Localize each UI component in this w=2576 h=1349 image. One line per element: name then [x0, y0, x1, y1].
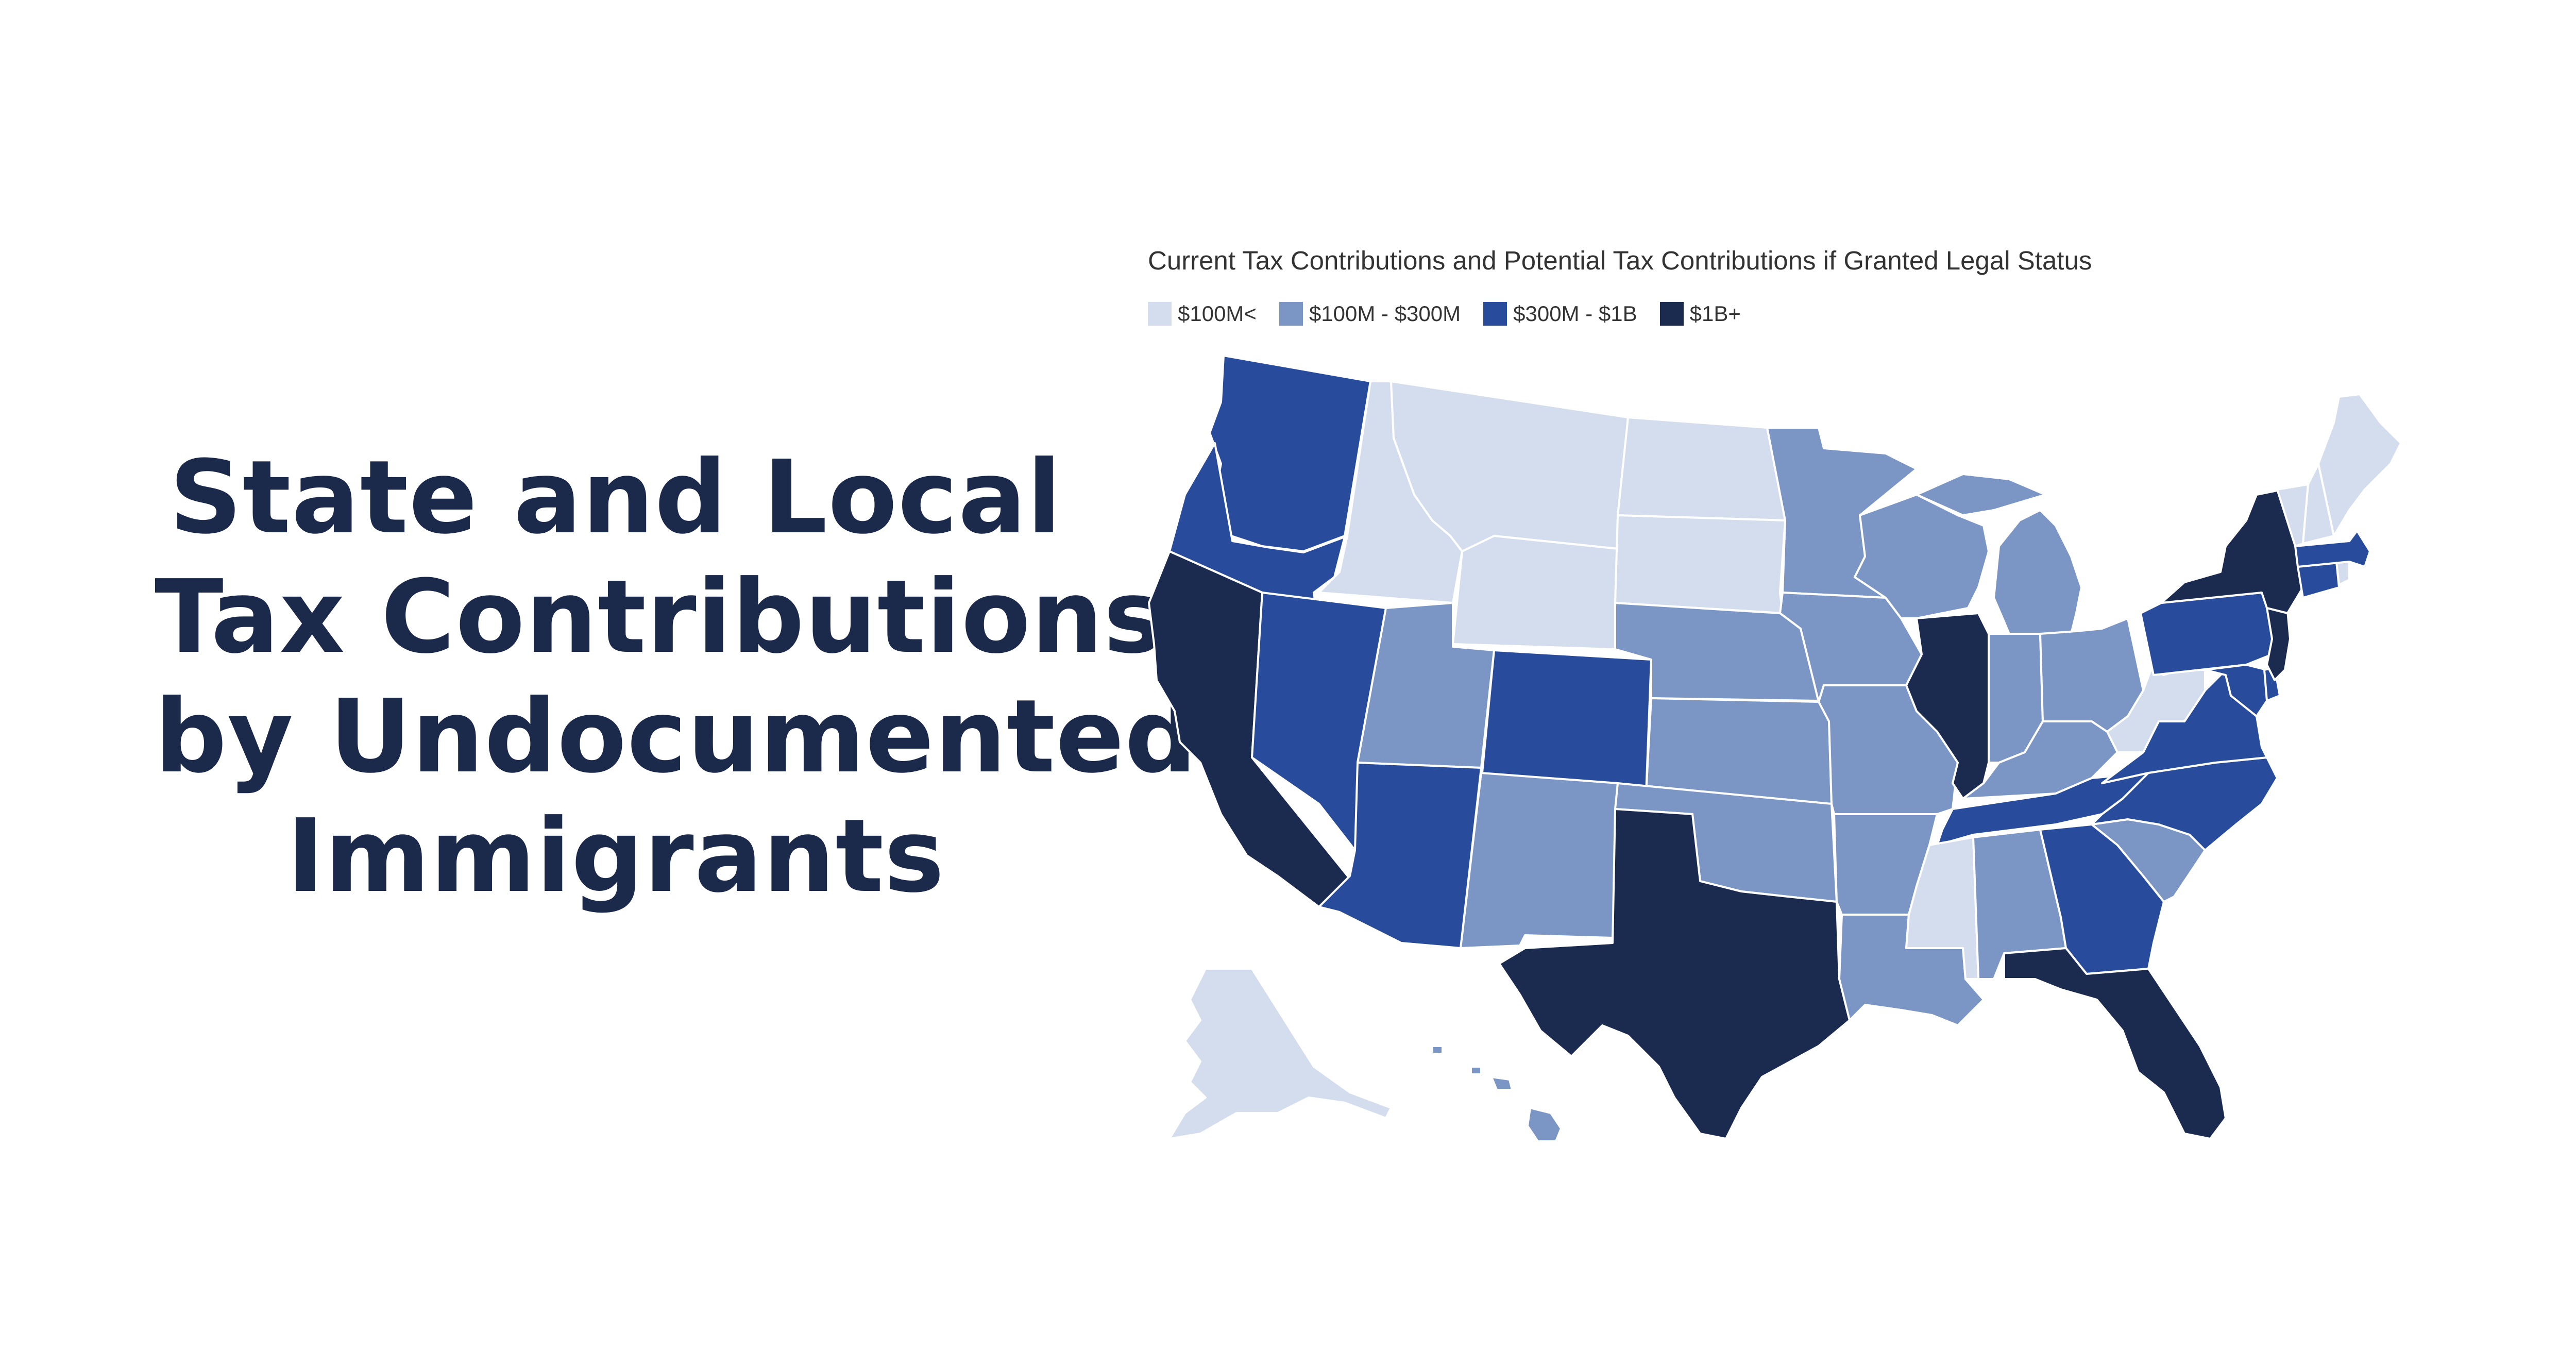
legend-swatch-tier-1 — [1148, 302, 1172, 326]
state-florida[interactable] — [2003, 947, 2227, 1140]
legend-swatch-tier-2 — [1279, 302, 1303, 326]
headline-line-3: by Undocumented — [155, 678, 1198, 796]
state-massachusetts[interactable] — [2294, 530, 2371, 568]
legend-swatch-tier-3 — [1483, 302, 1507, 326]
state-wyoming[interactable] — [1452, 535, 1619, 650]
state-maryland[interactable] — [2204, 664, 2268, 717]
legend-item-tier-3[interactable]: $300M - $1B — [1483, 301, 1637, 326]
state-new-mexico[interactable] — [1460, 772, 1619, 949]
state-pennsylvania[interactable] — [2140, 592, 2278, 676]
state-california[interactable] — [1148, 550, 1361, 918]
state-washington[interactable] — [1209, 355, 1371, 552]
state-hawaii[interactable] — [1431, 1045, 1562, 1142]
legend-label-tier-2: $100M - $300M — [1309, 301, 1461, 326]
state-south-dakota[interactable] — [1614, 514, 1786, 614]
state-north-carolina[interactable] — [2091, 756, 2278, 851]
legend-item-tier-2[interactable]: $100M - $300M — [1279, 301, 1461, 326]
headline-line-4: Immigrants — [286, 798, 945, 915]
state-new-jersey[interactable] — [2266, 607, 2291, 681]
headline-line-1: State and Local — [169, 439, 1062, 557]
map-title: Current Tax Contributions and Potential … — [1148, 246, 2092, 275]
legend-label-tier-4: $1B+ — [1689, 301, 1741, 326]
state-rhode-island[interactable] — [2335, 561, 2350, 586]
legend-label-tier-3: $300M - $1B — [1513, 301, 1637, 326]
state-north-dakota[interactable] — [1617, 416, 1786, 521]
headline: State and Local Tax Contributions by Und… — [155, 438, 1198, 916]
state-wisconsin[interactable] — [1854, 494, 1990, 619]
map-legend: $100M< $100M - $300M $300M - $1B $1B+ — [1148, 301, 1764, 326]
state-texas[interactable] — [1498, 808, 1851, 1140]
state-new-york[interactable] — [2160, 488, 2304, 614]
legend-item-tier-4[interactable]: $1B+ — [1659, 301, 1741, 326]
state-maine[interactable] — [2317, 393, 2402, 537]
headline-line-2: Tax Contributions — [155, 559, 1164, 676]
state-michigan[interactable] — [1916, 473, 2082, 635]
legend-item-tier-1[interactable]: $100M< — [1148, 301, 1257, 326]
state-colorado[interactable] — [1480, 649, 1652, 795]
legend-swatch-tier-4 — [1659, 302, 1684, 326]
legend-label-tier-1: $100M< — [1178, 301, 1257, 326]
state-alaska[interactable] — [1168, 968, 1392, 1140]
